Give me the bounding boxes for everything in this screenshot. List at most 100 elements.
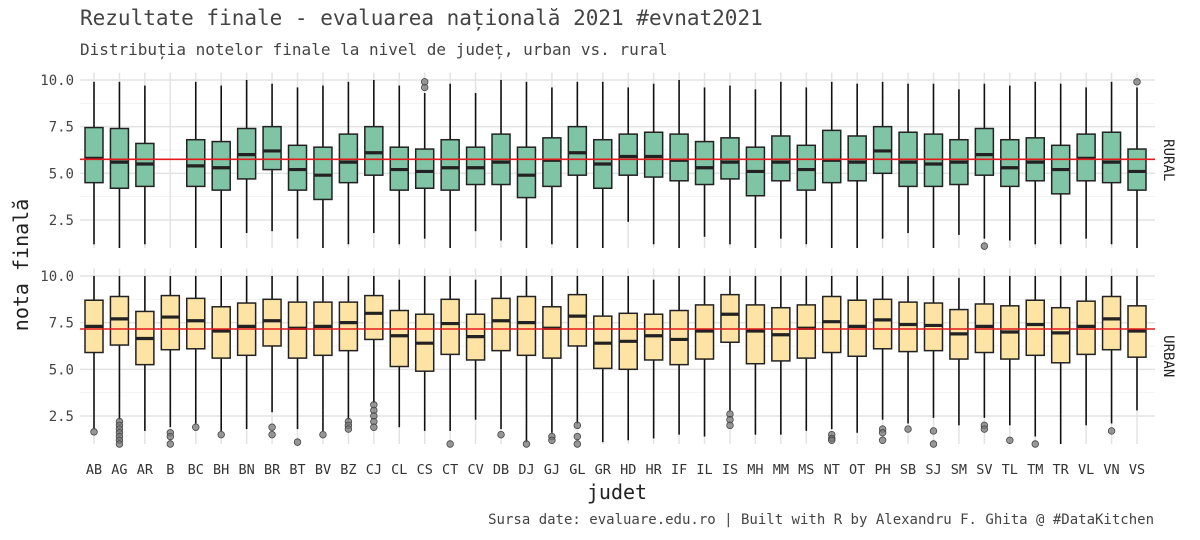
box-mm — [771, 135, 791, 182]
outlier-point — [217, 430, 225, 439]
x-tick-label: CL — [391, 462, 407, 478]
y-tick-label: 10.0 — [40, 73, 74, 89]
box-bz — [338, 301, 359, 352]
outlier-point — [828, 436, 836, 444]
outlier-point — [573, 440, 582, 448]
x-tick-label: B — [166, 462, 174, 478]
x-tick-label: BV — [315, 462, 331, 478]
x-tick-label: BT — [289, 462, 305, 478]
x-tick-label: BC — [188, 462, 204, 478]
outlier-point — [929, 427, 938, 435]
box-ct — [440, 138, 460, 191]
x-tick-label: VN — [1103, 462, 1119, 478]
outlier-point — [268, 423, 276, 431]
outlier-point — [980, 242, 989, 250]
outlier-point — [421, 78, 429, 86]
outlier-point — [344, 425, 353, 433]
x-tick-label: TM — [1027, 462, 1043, 478]
box-vn — [1101, 131, 1122, 184]
box-dj — [516, 146, 537, 199]
box-bt — [287, 144, 308, 191]
box-nt — [821, 129, 842, 184]
box-is — [720, 293, 740, 343]
x-tick-label: TL — [1002, 462, 1018, 478]
box-cj — [364, 125, 384, 176]
outlier-point — [548, 436, 556, 444]
outlier-point — [370, 423, 378, 431]
x-tick-label: AG — [111, 462, 127, 478]
box-ms — [796, 144, 817, 191]
box-vn — [1101, 295, 1122, 351]
outlier-point — [319, 430, 327, 439]
y-tick-label: 5.0 — [49, 362, 74, 378]
box-bt — [287, 301, 308, 359]
x-tick-label: CJ — [366, 462, 382, 478]
x-tick-label: SV — [976, 462, 992, 478]
chart-subtitle: Distribuția notelor finale la nivel de j… — [80, 40, 668, 59]
box-sj — [923, 133, 944, 188]
x-tick-label: SM — [951, 462, 967, 478]
x-tick-label: BN — [239, 462, 255, 478]
outlier-point — [1107, 427, 1116, 435]
box-is — [720, 137, 740, 180]
outlier-point — [573, 421, 582, 430]
outlier-point — [1133, 78, 1141, 86]
box-bc — [186, 138, 206, 188]
x-tick-label: VS — [1129, 462, 1145, 478]
box-il — [694, 140, 715, 186]
box-gl — [567, 125, 588, 176]
outlier-point — [166, 432, 175, 441]
box-tl — [1000, 138, 1020, 188]
box-sv — [974, 127, 995, 176]
box-cj — [364, 294, 384, 341]
outlier-point — [90, 428, 98, 436]
outlier-point — [1031, 440, 1039, 448]
x-axis-label: judet — [587, 480, 647, 504]
outlier-point — [980, 425, 989, 433]
y-axis-label: nota finală — [9, 199, 33, 331]
box-cv — [465, 146, 486, 186]
outlier-point — [904, 425, 912, 433]
x-tick-label: AB — [86, 462, 102, 478]
outlier-point — [192, 423, 200, 431]
outlier-point — [1006, 436, 1014, 444]
box-gl — [567, 293, 588, 347]
facet-strip-label: URBAN — [1160, 335, 1176, 377]
box-ag — [109, 127, 130, 190]
box-ab — [84, 126, 104, 184]
box-br — [262, 298, 282, 347]
box-mh — [745, 304, 766, 365]
box-hr — [643, 131, 664, 178]
chart-title: Rezultate finale - evaluarea națională 2… — [80, 6, 763, 30]
box-sb — [898, 301, 918, 353]
x-tick-label: BH — [213, 462, 229, 478]
x-tick-label: VL — [1078, 462, 1094, 478]
x-tick-label: IS — [722, 462, 738, 478]
box-if — [669, 309, 689, 366]
chart-caption: Sursa date: evaluare.edu.ro | Built with… — [488, 512, 1154, 528]
box-vs — [1127, 148, 1147, 191]
outlier-point — [726, 421, 734, 430]
x-tick-label: CT — [442, 462, 458, 478]
box-ms — [796, 304, 817, 359]
x-tick-label: DB — [493, 462, 509, 478]
box-gj — [542, 137, 562, 188]
x-tick-label: PH — [874, 462, 890, 478]
box-ot — [847, 135, 867, 182]
outlier-point — [497, 430, 505, 439]
outlier-point — [446, 440, 454, 448]
outlier-point — [268, 430, 276, 439]
box-cl — [389, 309, 410, 368]
box-cs — [414, 148, 435, 190]
x-tick-label: TR — [1053, 462, 1070, 478]
box-tr — [1050, 306, 1071, 364]
x-tick-label: SB — [900, 462, 916, 478]
box-ag — [109, 295, 130, 346]
box-bh — [211, 140, 231, 191]
outlier-point — [929, 440, 938, 448]
x-tick-label: OT — [849, 462, 865, 478]
outlier-point — [522, 440, 531, 448]
x-tick-label: GL — [569, 462, 585, 478]
box-dj — [516, 295, 537, 357]
box-db — [491, 297, 511, 352]
